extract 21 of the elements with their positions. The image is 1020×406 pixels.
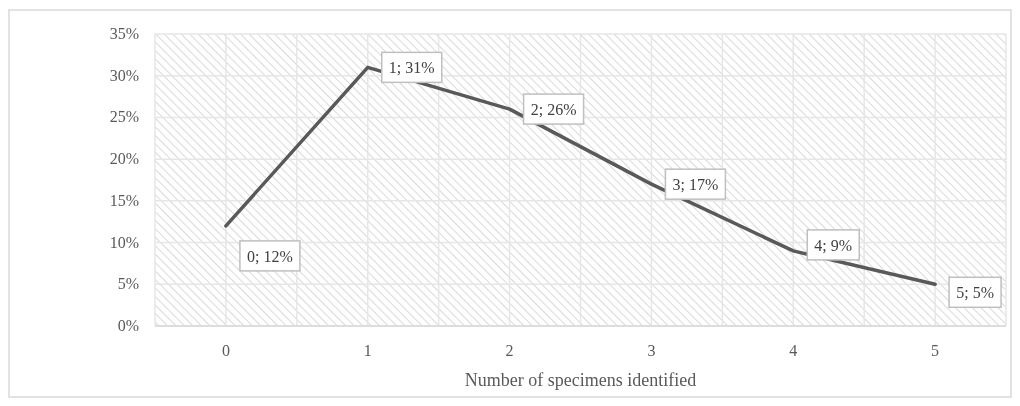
x-axis-title: Number of specimens identified (464, 370, 697, 390)
y-tick-label: 0% (117, 317, 139, 334)
data-label: 3; 17% (672, 176, 719, 194)
y-tick-label: 15% (109, 191, 139, 209)
data-label: 0; 12% (247, 247, 293, 265)
x-tick-label: 2 (505, 342, 514, 359)
x-tick-label: 5 (931, 342, 940, 359)
y-tick-label: 5% (117, 275, 139, 293)
y-tick-label: 20% (109, 150, 139, 168)
data-label: 5; 5% (956, 284, 994, 302)
x-tick-label: 0 (221, 342, 230, 359)
x-tick-label: 4 (789, 342, 798, 359)
data-label: 4; 9% (814, 236, 853, 254)
x-tick-label: 3 (647, 342, 656, 359)
data-label: 2; 26% (530, 101, 577, 119)
y-tick-label: 35% (109, 25, 139, 42)
x-tick-label: 1 (363, 342, 372, 359)
y-tick-label: 30% (109, 66, 139, 84)
y-tick-label: 25% (109, 108, 139, 126)
data-label: 1; 31% (388, 59, 435, 77)
y-tick-label: 10% (109, 233, 139, 251)
